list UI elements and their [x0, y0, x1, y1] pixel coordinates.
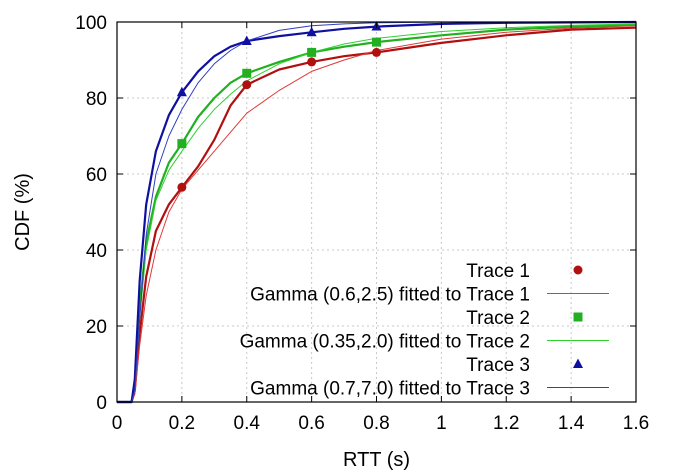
- legend-marker-1: [573, 265, 583, 275]
- legend-label: Trace 3: [466, 355, 530, 376]
- series-line-3: [117, 23, 637, 404]
- x-tick-label: 1: [436, 413, 447, 434]
- series-1-marker: [177, 182, 187, 192]
- x-tick-label: 1.2: [493, 413, 519, 434]
- series-3-marker: [242, 68, 252, 78]
- x-tick-label: 1.6: [623, 413, 649, 434]
- legend-label: Trace 2: [466, 308, 530, 329]
- grid: [117, 22, 636, 402]
- series-1-marker: [307, 57, 317, 67]
- series-5-marker: [176, 86, 187, 97]
- series-line-2: [117, 25, 637, 403]
- series-5-marker: [306, 26, 317, 37]
- series-5-marker: [241, 35, 252, 45]
- legend-marker-5: [573, 358, 583, 368]
- x-tick-label: 1.4: [558, 413, 585, 434]
- y-tick-label: 60: [86, 165, 107, 186]
- legend-label: Trace 1: [466, 261, 530, 282]
- series-markers: [176, 21, 382, 192]
- y-tick-label: 80: [86, 89, 107, 110]
- series-line-5: [117, 20, 637, 404]
- legend-label: Gamma (0.7,7.0) fitted to Trace 3: [250, 379, 530, 400]
- y-tick-label: 100: [75, 13, 107, 34]
- x-tick-label: 0.8: [363, 413, 389, 434]
- y-tick-label: 20: [86, 317, 107, 338]
- x-tick-label: 0.2: [169, 413, 195, 434]
- axis-ticks: 0 0.2 0.4 0.6 0.8 1 1.2 1.4 1.6 0 20 40 60 80 100: [75, 13, 649, 434]
- y-axis-title: CDF (%): [12, 173, 34, 251]
- y-tick-label: 40: [86, 241, 107, 262]
- x-tick-label: 0.4: [234, 413, 261, 434]
- y-tick-label: 0: [96, 393, 107, 414]
- series-line-1: [117, 26, 637, 404]
- legend-label: Gamma (0.35,2.0) fitted to Trace 2: [240, 332, 530, 353]
- x-axis-title: RTT (s): [343, 449, 410, 471]
- series-3-marker: [307, 47, 317, 57]
- x-tick-label: 0.6: [298, 413, 324, 434]
- series-1-marker: [372, 47, 381, 57]
- series-1-marker: [242, 80, 252, 90]
- x-tick-label: 0: [112, 413, 123, 434]
- legend: Trace 1 Gamma (0.6,2.5) fitted to Trace 1…: [240, 261, 609, 400]
- legend-label: Gamma (0.6,2.5) fitted to Trace 1: [250, 285, 530, 306]
- series-3-marker: [177, 139, 187, 149]
- legend-marker-3: [573, 312, 583, 322]
- series-3-marker: [372, 37, 381, 47]
